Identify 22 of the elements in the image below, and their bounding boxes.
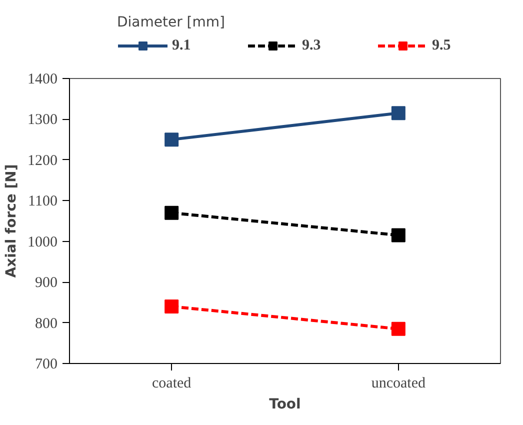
x-tick-label: coated [152, 376, 192, 392]
y-axis-title: Axial force [N] [4, 164, 20, 278]
y-tick-label: 1100 [28, 194, 58, 210]
point [391, 228, 406, 242]
y-tick-label: 700 [35, 356, 58, 372]
legend-label: 9.5 [432, 37, 452, 54]
y-tick-label: 1200 [28, 152, 58, 169]
x-tick-label: uncoated [371, 376, 426, 392]
point [391, 106, 406, 120]
point [164, 206, 179, 220]
point [391, 322, 406, 336]
y-tick-label: 1400 [28, 72, 58, 88]
y-tick-label: 1000 [28, 234, 58, 250]
legend-label: 9.3 [302, 37, 322, 54]
x-axis-title: Tool [269, 396, 301, 412]
y-tick-label: 1300 [28, 112, 58, 128]
point [164, 300, 179, 314]
legend-label: 9.1 [172, 37, 192, 54]
legend-title: Diameter [mm] [117, 14, 226, 30]
point [164, 132, 179, 147]
y-tick-label: 800 [35, 316, 58, 332]
y-tick-label: 900 [35, 275, 58, 292]
